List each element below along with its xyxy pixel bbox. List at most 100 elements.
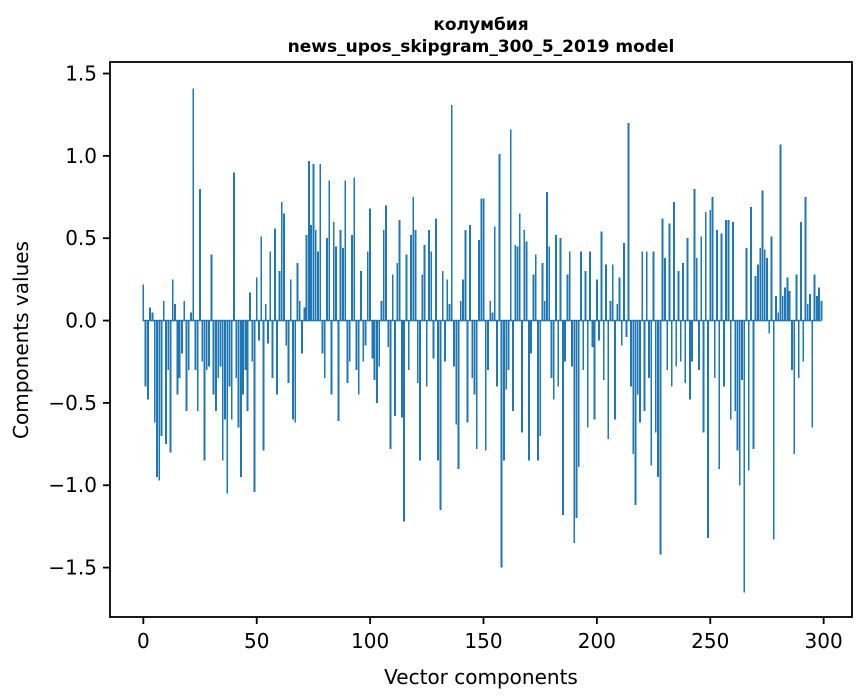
bars-group bbox=[142, 88, 823, 593]
bar bbox=[777, 312, 780, 321]
bar bbox=[650, 320, 653, 466]
bar bbox=[149, 307, 152, 321]
bar bbox=[800, 221, 802, 321]
bar bbox=[802, 320, 805, 362]
bar bbox=[473, 320, 476, 395]
bar bbox=[396, 262, 399, 321]
bar bbox=[260, 236, 263, 321]
bar bbox=[736, 320, 739, 451]
bar bbox=[670, 320, 673, 387]
bar bbox=[509, 129, 512, 321]
bar bbox=[412, 197, 415, 321]
bar bbox=[791, 320, 793, 370]
bar bbox=[602, 320, 605, 380]
bar bbox=[289, 279, 292, 321]
bar bbox=[416, 320, 419, 384]
bar bbox=[246, 320, 249, 412]
bar bbox=[357, 320, 360, 395]
bar bbox=[530, 320, 533, 354]
bar bbox=[407, 320, 410, 370]
bar bbox=[527, 320, 530, 461]
bar bbox=[328, 180, 331, 321]
bar bbox=[641, 251, 644, 321]
bar bbox=[430, 251, 433, 321]
bar bbox=[666, 320, 669, 370]
y-tick-label: 0.5 bbox=[65, 226, 97, 250]
bar bbox=[616, 304, 619, 321]
bar bbox=[518, 213, 521, 321]
bar bbox=[559, 238, 562, 321]
bar bbox=[716, 229, 718, 321]
bar bbox=[162, 300, 165, 321]
bar bbox=[251, 320, 254, 362]
bar bbox=[335, 246, 337, 321]
bar bbox=[636, 320, 639, 395]
bar bbox=[478, 239, 480, 321]
bar bbox=[709, 210, 712, 321]
bar bbox=[589, 251, 591, 321]
bar bbox=[156, 320, 158, 478]
bar bbox=[362, 320, 365, 362]
bar bbox=[786, 277, 789, 321]
bar bbox=[804, 197, 807, 321]
bar bbox=[784, 287, 786, 321]
bar bbox=[298, 300, 301, 321]
bar bbox=[752, 320, 755, 450]
bar bbox=[187, 320, 190, 370]
bar bbox=[403, 320, 406, 522]
bar bbox=[176, 320, 179, 395]
bar bbox=[722, 320, 725, 387]
bar bbox=[648, 320, 650, 379]
bar bbox=[741, 320, 743, 380]
bar bbox=[437, 320, 440, 461]
bar bbox=[142, 284, 145, 321]
bar bbox=[353, 177, 356, 321]
bar bbox=[432, 320, 435, 359]
bar bbox=[668, 223, 671, 321]
bar bbox=[763, 249, 766, 321]
bar bbox=[512, 320, 514, 412]
bar bbox=[704, 211, 707, 321]
bar bbox=[645, 251, 648, 321]
bar bbox=[618, 277, 621, 321]
bar bbox=[428, 229, 430, 321]
bar bbox=[421, 274, 424, 321]
y-tick-label: −1.0 bbox=[48, 473, 97, 497]
bar bbox=[285, 320, 288, 346]
bar bbox=[684, 320, 687, 384]
bar bbox=[734, 320, 737, 412]
bar bbox=[761, 190, 764, 321]
bar bbox=[573, 320, 576, 543]
chart-subtitle: news_upos_skipgram_300_5_2019 model bbox=[288, 37, 675, 57]
bar bbox=[661, 218, 664, 321]
bar bbox=[434, 218, 437, 321]
bar bbox=[693, 188, 696, 321]
bar bbox=[278, 271, 281, 321]
bar bbox=[249, 292, 251, 321]
bar bbox=[491, 312, 494, 321]
bar bbox=[158, 320, 161, 481]
bar bbox=[507, 320, 510, 370]
bar bbox=[199, 188, 201, 321]
bar bbox=[482, 198, 485, 321]
bar bbox=[165, 320, 167, 445]
bar bbox=[632, 320, 635, 454]
bar bbox=[253, 320, 256, 492]
bar bbox=[584, 271, 587, 321]
bar bbox=[718, 320, 721, 469]
bar bbox=[727, 220, 730, 321]
bar bbox=[205, 320, 208, 370]
bar bbox=[629, 320, 632, 387]
bar bbox=[550, 320, 553, 379]
bar bbox=[237, 320, 240, 428]
bar bbox=[738, 320, 741, 486]
bar bbox=[185, 320, 188, 412]
bar bbox=[239, 320, 242, 478]
bar bbox=[264, 304, 267, 321]
bar bbox=[464, 229, 467, 321]
bar bbox=[178, 320, 181, 379]
bar bbox=[591, 320, 594, 347]
bar bbox=[387, 320, 390, 347]
bar bbox=[779, 144, 782, 321]
